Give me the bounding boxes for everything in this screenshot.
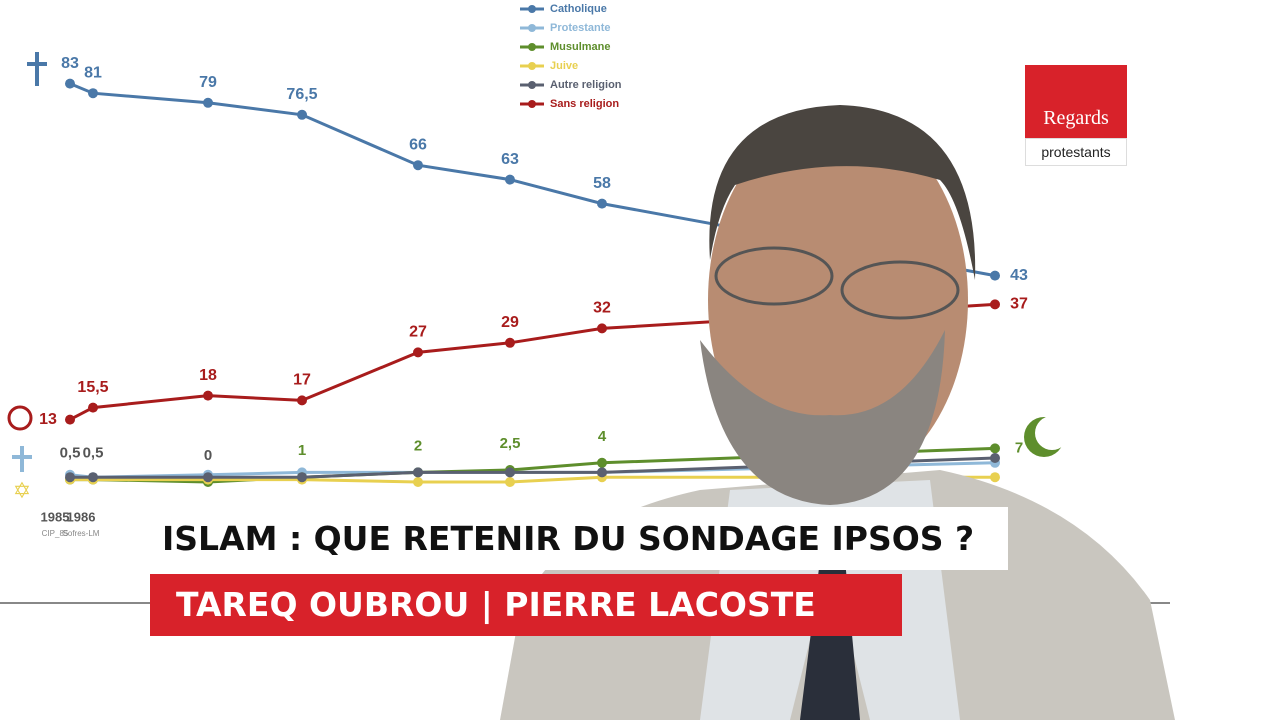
data-point: [597, 457, 607, 468]
series-line: [70, 475, 995, 484]
series-line: [69, 302, 996, 421]
atom-icon: [7, 405, 33, 431]
data-label: 2,5: [500, 435, 521, 452]
data-point: [990, 472, 1000, 483]
data-label: 79: [199, 74, 217, 91]
x-source-label: Sofres-LM: [63, 529, 100, 538]
data-point: [505, 477, 515, 487]
data-label: 2: [414, 437, 422, 454]
data-label: 43: [1010, 267, 1028, 284]
data-label: 29: [501, 314, 519, 331]
data-point: [990, 453, 1000, 463]
logo-subtitle: protestants: [1041, 144, 1111, 160]
data-point: [505, 337, 515, 348]
data-point: [88, 402, 98, 413]
data-label: 63: [501, 151, 519, 168]
series-line: [70, 456, 996, 479]
data-label: 0,5: [60, 445, 81, 462]
data-point: [413, 477, 423, 487]
legend-label: Musulmane: [550, 41, 611, 53]
data-point: [65, 472, 75, 483]
data-point: [297, 395, 307, 406]
data-point: [990, 443, 1000, 454]
data-point: [505, 174, 515, 185]
legend-marker: [528, 5, 536, 13]
headline: ISLAM : QUE RETENIR DU SONDAGE IPSOS ?: [162, 519, 975, 558]
data-label: 15,5: [77, 379, 108, 396]
legend-label: Juive: [550, 60, 578, 72]
headline-box: ISLAM : QUE RETENIR DU SONDAGE IPSOS ?: [152, 507, 1008, 570]
data-label: 17: [293, 372, 311, 389]
data-label: 76,5: [286, 86, 317, 103]
data-point: [413, 467, 423, 478]
data-label: 1: [298, 442, 306, 459]
legend-label: Autre religion: [550, 79, 622, 91]
x-tick-label: 1986: [67, 509, 96, 524]
data-point: [65, 414, 75, 425]
logo-sub-box: protestants: [1025, 138, 1127, 166]
legend-marker: [528, 43, 536, 51]
x-tick-label: 1985: [41, 509, 70, 524]
data-label: 37: [1010, 296, 1028, 313]
star-icon: ✡: [13, 478, 31, 503]
protestant-icon: [12, 446, 32, 472]
data-point: [413, 160, 423, 171]
data-point: [297, 109, 307, 120]
data-point: [203, 472, 213, 483]
data-point: [88, 88, 98, 99]
data-point: [990, 270, 1000, 281]
cross-icon: [27, 52, 47, 86]
data-label: 18: [199, 367, 217, 384]
speakers: TAREQ OUBROU | PIERRE LACOSTE: [176, 585, 816, 624]
data-label: 0: [204, 447, 212, 464]
legend-marker: [528, 62, 536, 70]
data-point: [65, 78, 75, 89]
data-point: [203, 97, 213, 108]
data-label: 27: [409, 324, 427, 341]
data-point: [413, 347, 423, 358]
data-label: 0,5: [83, 445, 104, 462]
legend-marker: [528, 100, 536, 108]
data-label: 32: [593, 300, 611, 317]
speakers-box: TAREQ OUBROU | PIERRE LACOSTE: [150, 574, 902, 636]
data-label: 13: [39, 411, 57, 428]
legend-label: Protestante: [550, 22, 611, 34]
data-label: 58: [593, 175, 611, 192]
data-point: [597, 323, 607, 334]
series-line: [69, 82, 996, 278]
legend-label: Catholique: [550, 3, 607, 15]
crescent-icon: [1024, 416, 1069, 457]
data-label: 66: [409, 136, 427, 153]
legend-marker: [528, 81, 536, 89]
data-point: [990, 299, 1000, 310]
data-point: [597, 467, 607, 478]
logo-title: Regards: [1043, 107, 1109, 129]
data-label: 81: [84, 64, 102, 81]
data-label: 7: [1015, 439, 1023, 456]
data-point: [297, 472, 307, 483]
data-point: [597, 198, 607, 209]
data-point: [88, 472, 98, 483]
logo: Regards: [1025, 65, 1127, 138]
legend-marker: [528, 24, 536, 32]
data-label: 4: [598, 428, 607, 445]
x-source-label: CIP_85: [42, 529, 69, 538]
legend-label: Sans religion: [550, 98, 619, 110]
data-label: 83: [61, 55, 79, 72]
data-point: [505, 467, 515, 478]
data-point: [203, 390, 213, 401]
